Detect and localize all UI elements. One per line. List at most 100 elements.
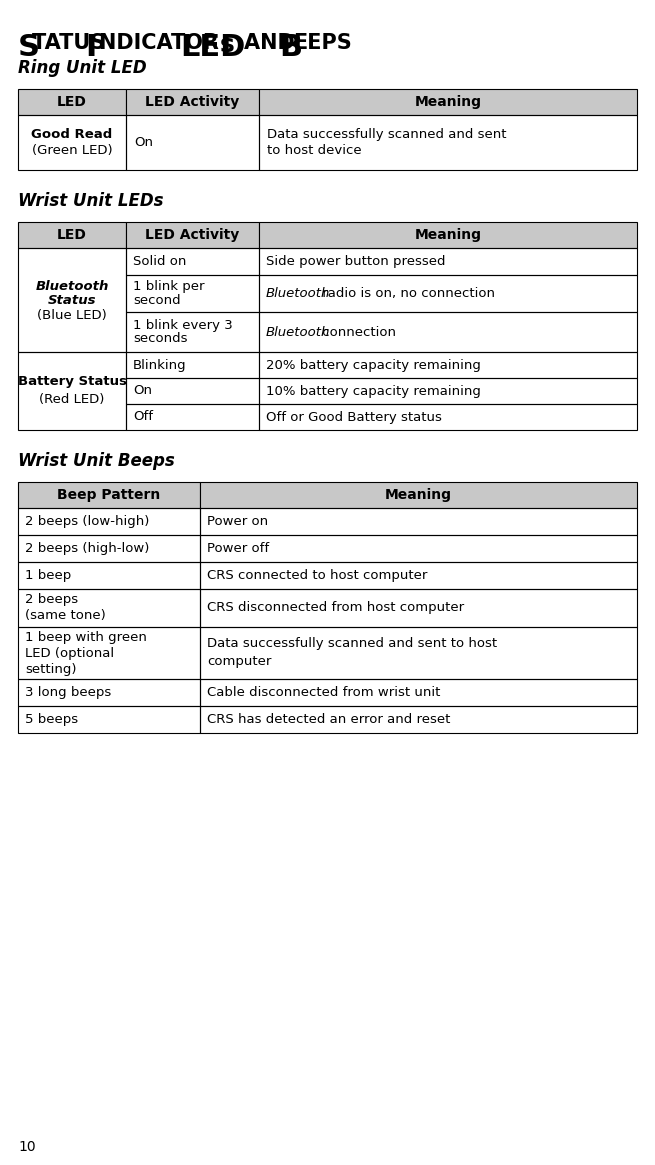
Bar (200, 627, 637, 679)
Text: seconds: seconds (133, 332, 187, 346)
Text: S: S (18, 33, 40, 62)
Bar (259, 275, 637, 312)
Text: 3 long beeps: 3 long beeps (25, 686, 111, 699)
Text: (Blue LED): (Blue LED) (37, 309, 107, 322)
Bar (200, 482, 637, 508)
Text: Power on: Power on (207, 515, 268, 528)
Text: On: On (134, 136, 153, 149)
Text: B: B (280, 33, 303, 62)
Bar (126, 312, 259, 352)
Text: LED (optional: LED (optional (25, 647, 114, 659)
Text: 10: 10 (18, 1141, 35, 1155)
Text: Beep Pattern: Beep Pattern (58, 488, 160, 502)
Text: Meaning: Meaning (415, 228, 481, 242)
Text: AND: AND (244, 33, 301, 52)
Text: Off or Good Battery status: Off or Good Battery status (266, 410, 442, 424)
Bar (18, 223, 126, 248)
Bar (18, 589, 200, 627)
Bar (259, 223, 637, 248)
Bar (200, 706, 637, 733)
Text: LED: LED (57, 96, 87, 110)
Text: 1 blink every 3: 1 blink every 3 (133, 318, 233, 332)
Text: Cable disconnected from wrist unit: Cable disconnected from wrist unit (207, 686, 440, 699)
Bar (200, 562, 637, 589)
Text: Power off: Power off (207, 542, 269, 555)
Text: Meaning: Meaning (415, 96, 481, 110)
Bar (126, 89, 259, 115)
Text: On: On (133, 384, 152, 397)
Text: Off: Off (133, 410, 153, 424)
Bar (200, 589, 637, 627)
Text: 1 blink per: 1 blink per (133, 280, 204, 294)
Text: 1 beep: 1 beep (25, 569, 71, 582)
Bar (259, 404, 637, 430)
Text: I: I (86, 33, 97, 62)
Text: second: second (133, 294, 181, 308)
Text: s: s (221, 33, 244, 57)
Text: Bluetooth: Bluetooth (266, 287, 330, 301)
Text: Wrist Unit Beeps: Wrist Unit Beeps (18, 452, 175, 469)
Text: (Red LED): (Red LED) (39, 394, 105, 407)
Text: LED Activity: LED Activity (145, 96, 240, 110)
Bar (200, 508, 637, 535)
Bar (126, 377, 259, 404)
Bar (18, 535, 200, 562)
Text: Data successfully scanned and sent to host: Data successfully scanned and sent to ho… (207, 637, 497, 650)
Text: (Green LED): (Green LED) (31, 144, 112, 157)
Text: LED Activity: LED Activity (145, 228, 240, 242)
Text: TATUS: TATUS (31, 33, 112, 52)
Text: 2 beeps (high-low): 2 beeps (high-low) (25, 542, 149, 555)
Text: Bluetooth: Bluetooth (35, 280, 109, 292)
Text: 20% battery capacity remaining: 20% battery capacity remaining (266, 359, 481, 372)
Text: connection: connection (318, 325, 396, 339)
Bar (18, 115, 126, 170)
Text: Wrist Unit LEDs: Wrist Unit LEDs (18, 192, 164, 210)
Text: Ring Unit LED: Ring Unit LED (18, 59, 147, 77)
Bar (18, 627, 200, 679)
Text: setting): setting) (25, 663, 77, 676)
Bar (126, 223, 259, 248)
Bar (259, 89, 637, 115)
Bar (126, 275, 259, 312)
Text: Data successfully scanned and sent: Data successfully scanned and sent (267, 128, 506, 141)
Text: Solid on: Solid on (133, 255, 187, 268)
Bar (259, 377, 637, 404)
Bar (18, 352, 126, 430)
Bar (18, 89, 126, 115)
Text: 2 beeps: 2 beeps (25, 593, 78, 607)
Text: Meaning: Meaning (385, 488, 452, 502)
Text: LED: LED (180, 33, 246, 62)
Text: NDICATOR: NDICATOR (99, 33, 226, 52)
Text: CRS has detected an error and reset: CRS has detected an error and reset (207, 713, 451, 726)
Text: Bluetooth: Bluetooth (266, 325, 330, 339)
Bar (126, 115, 259, 170)
Text: 1 beep with green: 1 beep with green (25, 630, 147, 643)
Text: CRS disconnected from host computer: CRS disconnected from host computer (207, 601, 464, 614)
Text: Side power button pressed: Side power button pressed (266, 255, 445, 268)
Text: radio is on, no connection: radio is on, no connection (318, 287, 495, 301)
Bar (18, 679, 200, 706)
Bar (18, 508, 200, 535)
Bar (18, 562, 200, 589)
Bar (259, 248, 637, 275)
Text: Status: Status (48, 294, 96, 306)
Bar (259, 352, 637, 377)
Text: Blinking: Blinking (133, 359, 187, 372)
Bar (259, 312, 637, 352)
Bar (259, 115, 637, 170)
Bar (200, 535, 637, 562)
Bar (18, 482, 200, 508)
Text: 2 beeps (low-high): 2 beeps (low-high) (25, 515, 149, 528)
Text: (same tone): (same tone) (25, 609, 105, 622)
Bar (126, 248, 259, 275)
Text: 5 beeps: 5 beeps (25, 713, 78, 726)
Text: EEPS: EEPS (293, 33, 352, 52)
Text: computer: computer (207, 656, 271, 669)
Text: LED: LED (57, 228, 87, 242)
Bar (200, 679, 637, 706)
Text: to host device: to host device (267, 144, 362, 157)
Bar (18, 706, 200, 733)
Text: Good Read: Good Read (31, 128, 113, 141)
Bar (126, 352, 259, 377)
Text: 10% battery capacity remaining: 10% battery capacity remaining (266, 384, 481, 397)
